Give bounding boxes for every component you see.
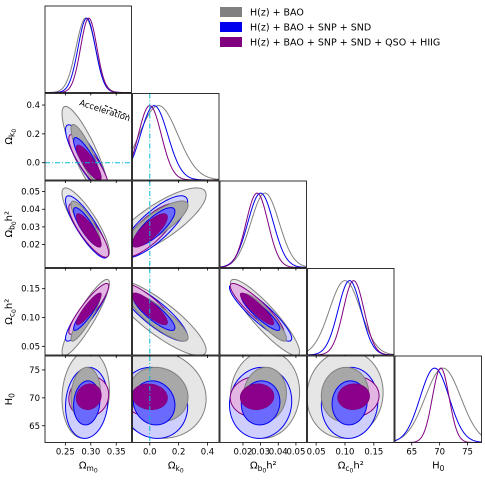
x-axis-label: Ωc0h² xyxy=(338,461,364,475)
panel-3-2 xyxy=(219,268,307,358)
contour-1sigma-4-3-series-2 xyxy=(337,383,370,410)
contour-1sigma-3-0-series-2 xyxy=(75,292,102,326)
marginal-2-series-0 xyxy=(220,192,307,268)
panel-3-3 xyxy=(307,268,395,358)
marginal-3-series-1 xyxy=(307,280,394,355)
contour-1sigma-2-0-series-2 xyxy=(75,213,102,248)
contour-1sigma-2-1-series-2 xyxy=(132,213,168,248)
legend-label: H(z) + BAO + SNP + SND + QSO + HIIG xyxy=(250,38,440,49)
legend-swatch xyxy=(220,22,242,32)
y-tick-label: 0.04 xyxy=(21,205,40,215)
marginal-3-series-2 xyxy=(307,280,394,355)
y-tick-label: 65 xyxy=(29,422,40,432)
contour-1sigma-4-0-series-2 xyxy=(75,383,102,410)
acceleration-line xyxy=(104,105,130,116)
panel-frame xyxy=(44,5,132,93)
legend-swatch xyxy=(220,37,242,47)
panel-frame xyxy=(307,268,395,356)
panel-frame xyxy=(132,93,220,181)
x-axis-label: Ωk0 xyxy=(168,461,184,475)
y-axis-label: Ωb0h² xyxy=(4,211,18,238)
panel-frame xyxy=(132,268,220,356)
marginal-1-series-0 xyxy=(132,105,219,180)
panel-frame xyxy=(132,355,220,443)
panel-frame xyxy=(219,268,307,356)
y-tick-label: 0.05 xyxy=(21,342,40,352)
y-tick-label: 70 xyxy=(29,394,40,404)
x-tick-label: 0.05 xyxy=(307,448,326,458)
panel-4-0: 0.25 0.30 0.35 65 70 75 xyxy=(29,355,132,458)
legend: H(z) + BAO H(z) + BAO + SNP + SND H(z) + B… xyxy=(220,7,440,49)
y-tick-label: 0.0 xyxy=(26,159,40,169)
panel-frame xyxy=(44,180,132,268)
x-tick-label: 0.05 xyxy=(286,448,305,458)
y-tick-label: 0.15 xyxy=(21,285,40,295)
x-axis-label: H0 xyxy=(432,461,445,474)
panel-frame xyxy=(307,355,395,443)
x-tick-label: 0.30 xyxy=(81,448,100,458)
panel-frame xyxy=(44,355,132,443)
marginal-0-series-0 xyxy=(45,17,132,93)
y-tick-label: 0.03 xyxy=(21,223,40,233)
x-tick-label: 65 xyxy=(406,448,417,458)
panel-4-4: 65 70 75 xyxy=(394,355,482,458)
legend-swatch xyxy=(220,7,242,17)
marginal-0-series-2 xyxy=(45,17,132,93)
panel-4-2: 0.020.030.040.05 xyxy=(219,355,307,458)
x-tick-label: 0.02 xyxy=(233,448,252,458)
y-axis-label: Ωc0h² xyxy=(4,299,18,325)
contour-1sigma-3-2-series-2 xyxy=(239,292,275,326)
panel-frame xyxy=(132,180,220,268)
panel-1-0: Acceleration 0.0 0.2 0.4 xyxy=(26,93,132,183)
x-tick-label: 0.15 xyxy=(364,448,383,458)
contour-1sigma-4-2-series-2 xyxy=(239,383,275,410)
panel-3-0: 0.05 0.10 0.15 xyxy=(21,268,132,358)
marginal-1-series-1 xyxy=(132,105,219,180)
panel-frame xyxy=(219,355,307,443)
panel-4-1: 0.0 0.2 0.4 xyxy=(132,355,220,458)
acceleration-annotation: Acceleration xyxy=(78,98,131,124)
x-tick-label: 70 xyxy=(434,448,445,458)
x-tick-label: 0.25 xyxy=(56,448,75,458)
panel-frame xyxy=(44,93,132,181)
x-tick-label: 0.0 xyxy=(143,448,157,458)
y-tick-label: 75 xyxy=(29,366,40,376)
y-tick-label: 0.10 xyxy=(21,314,40,324)
y-tick-label: 0.05 xyxy=(21,188,40,198)
y-tick-label: 0.02 xyxy=(21,241,40,251)
panel-2-0: 0.02 0.03 0.04 0.05 xyxy=(21,180,132,271)
legend-label: H(z) + BAO xyxy=(250,8,304,19)
x-tick-label: 75 xyxy=(462,448,473,458)
y-axis-label: H0 xyxy=(4,393,17,406)
x-tick-label: 0.04 xyxy=(269,448,288,458)
marginal-1-series-2 xyxy=(132,105,219,180)
x-axis-label: Ωm0 xyxy=(79,461,98,475)
legend-label: H(z) + BAO + SNP + SND xyxy=(250,23,371,34)
marginal-0-series-1 xyxy=(45,17,132,93)
marginal-3-series-0 xyxy=(307,280,394,355)
x-axis-label: Ωb0h² xyxy=(250,461,277,475)
x-tick-label: 0.10 xyxy=(336,448,355,458)
panel-frame xyxy=(394,355,482,443)
x-tick-label: 0.2 xyxy=(172,448,186,458)
x-tick-label: 0.35 xyxy=(107,448,126,458)
x-tick-label: 0.03 xyxy=(251,448,270,458)
panel-2-1 xyxy=(132,180,220,271)
panel-frame xyxy=(44,268,132,356)
x-tick-label: 0.4 xyxy=(201,448,215,458)
panel-4-3: 0.05 0.10 0.15 xyxy=(307,355,395,458)
panel-2-2 xyxy=(219,180,307,271)
y-axis-label: Ωk0 xyxy=(4,129,18,145)
y-tick-label: 0.2 xyxy=(26,130,40,140)
y-tick-label: 0.4 xyxy=(26,101,40,111)
marginal-2-series-2 xyxy=(220,192,307,268)
panel-3-1 xyxy=(132,268,220,358)
panel-1-1 xyxy=(132,93,220,183)
panel-frame xyxy=(219,180,307,268)
panel-0-0 xyxy=(44,5,132,96)
